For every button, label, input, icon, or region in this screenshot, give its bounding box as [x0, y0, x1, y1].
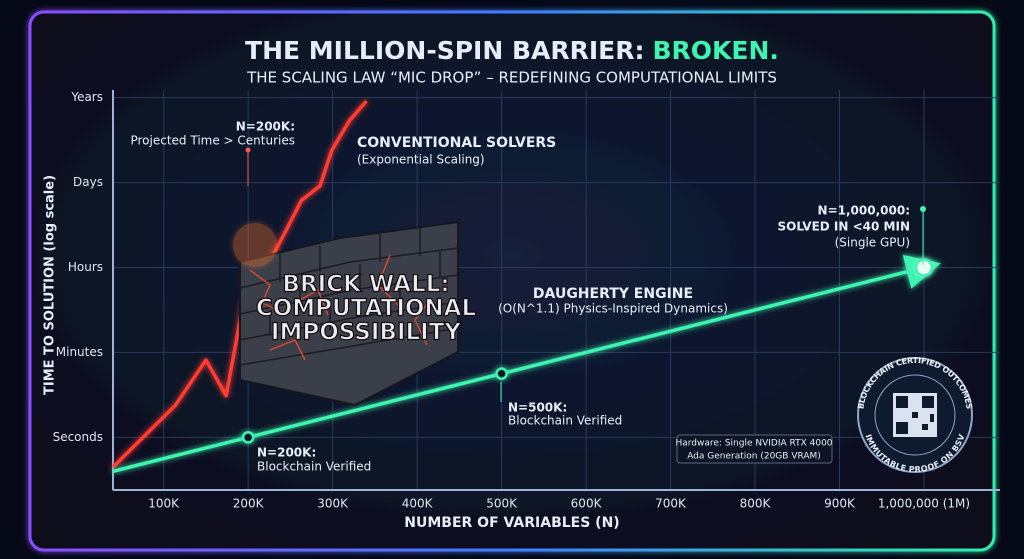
hardware-box: [676, 434, 833, 464]
x-tick-label: 500K: [486, 497, 518, 511]
x-tick-label: 200K: [233, 497, 265, 511]
annotation: SOLVED IN <40 MIN: [777, 220, 910, 234]
annotation: N=1,000,000:: [818, 204, 910, 218]
y-tick-label: Years: [70, 90, 103, 104]
annotation: N=200K:: [236, 120, 295, 134]
annotation: Blockchain Verified: [257, 460, 371, 474]
annotation: (Single GPU): [835, 236, 910, 250]
annotation: (Exponential Scaling): [357, 153, 485, 167]
brick-wall: [233, 220, 459, 407]
series-label: DAUGHERTY ENGINE: [533, 286, 693, 302]
annotation: BRICK WALL:: [282, 272, 449, 298]
y-tick-label: Hours: [68, 260, 103, 274]
series-line: [112, 254, 941, 474]
annotation: (O(N^1.1) Physics-Inspired Dynamics): [498, 302, 728, 316]
y-tick-label: Minutes: [56, 345, 103, 359]
annotation-dot: [920, 206, 926, 212]
x-tick-label: 400K: [402, 497, 434, 511]
x-axis-label: NUMBER OF VARIABLES (N): [404, 515, 619, 531]
series-line: [111, 99, 368, 469]
x-tick-label: 600K: [571, 497, 603, 511]
series-label: CONVENTIONAL SOLVERS: [357, 135, 556, 151]
certification-badge: [857, 357, 973, 473]
annotation: Blockchain Verified: [508, 414, 622, 428]
y-axis-label: TIME TO SOLUTION (log scale): [43, 175, 58, 395]
annotation: Ada Generation (20GB VRAM): [687, 452, 821, 462]
y-tick-label: Days: [73, 175, 103, 189]
title-main: THE MILLION-SPIN BARRIER:: [245, 36, 644, 65]
data-point: [241, 431, 255, 444]
x-tick-label: 700K: [655, 497, 687, 511]
chart-title: THE MILLION-SPIN BARRIER: BROKEN.: [245, 36, 779, 65]
x-tick-label: 300K: [317, 497, 349, 511]
y-tick-label: Seconds: [53, 430, 103, 444]
annotation: IMPOSSIBILITY: [271, 320, 461, 346]
x-tick-label: 900K: [824, 497, 856, 511]
x-tick-label: 100K: [148, 497, 180, 511]
x-tick-label: 800K: [740, 497, 772, 511]
annotation: N=200K:: [257, 446, 316, 460]
title-highlight: BROKEN.: [653, 36, 779, 65]
annotation-dot: [245, 147, 251, 153]
frame: [28, 10, 996, 552]
data-point: [495, 367, 508, 380]
annotation: N=500K:: [508, 401, 567, 415]
annotation: Hardware: Single NVIDIA RTX 4000: [675, 439, 832, 449]
x-tick-label: 1,000,000 (1M): [878, 497, 970, 511]
annotation: Projected Time > Centuries: [130, 134, 295, 148]
annotation: COMPUTATIONAL: [256, 296, 477, 322]
chart-subtitle: THE SCALING LAW “MIC DROP” – REDEFINING …: [246, 69, 777, 87]
data-point: [914, 258, 934, 277]
